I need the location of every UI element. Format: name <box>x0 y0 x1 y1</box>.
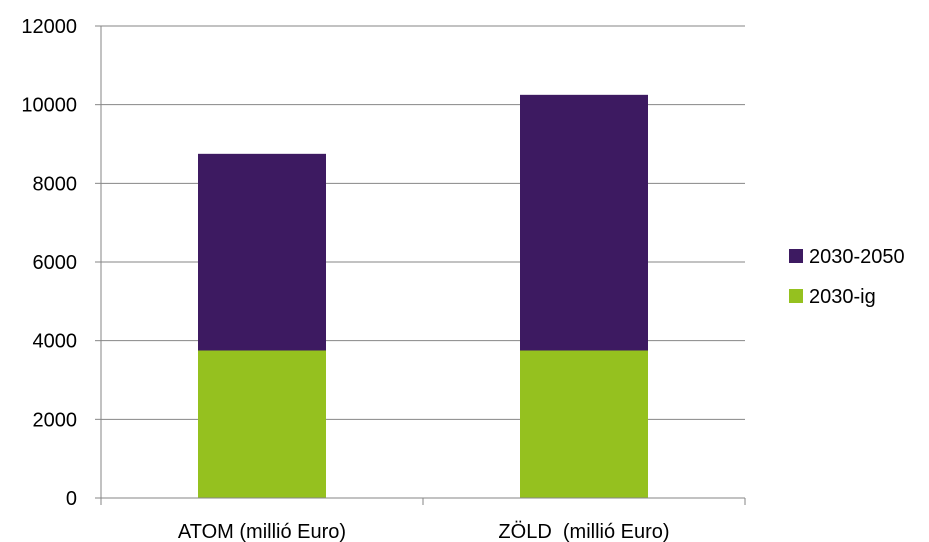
legend-swatch-2030-2050 <box>789 249 803 263</box>
legend-label-2030-ig: 2030-ig <box>809 286 876 308</box>
axis-labels: 0 2000 4000 6000 8000 10000 12000 ATOM (millió … <box>21 16 669 542</box>
axes <box>95 25 746 505</box>
y-tick-label-12000: 12000 <box>21 16 77 38</box>
x-category-label-1: ZÖLD (millió Euro) <box>498 521 669 542</box>
y-tick-label-10000: 10000 <box>21 95 77 117</box>
gridlines <box>101 25 745 420</box>
bar-2030-2050-1 <box>520 94 648 351</box>
x-category-label-0: ATOM (millió Euro) <box>178 521 346 542</box>
bars <box>198 94 648 498</box>
legend-label-2030-2050: 2030-2050 <box>809 246 905 268</box>
y-tick-label-8000: 8000 <box>33 173 78 195</box>
y-tick-label-4000: 4000 <box>33 331 78 353</box>
legend: 2030-2050 2030-ig <box>789 246 905 308</box>
bar-2030-ig-0 <box>198 350 326 498</box>
y-tick-label-0: 0 <box>66 488 77 510</box>
legend-swatch-2030-ig <box>789 289 803 303</box>
y-tick-label-6000: 6000 <box>33 252 78 274</box>
y-tick-label-2000: 2000 <box>33 409 78 431</box>
bar-2030-2050-0 <box>198 153 326 351</box>
bar-2030-ig-1 <box>520 350 648 498</box>
